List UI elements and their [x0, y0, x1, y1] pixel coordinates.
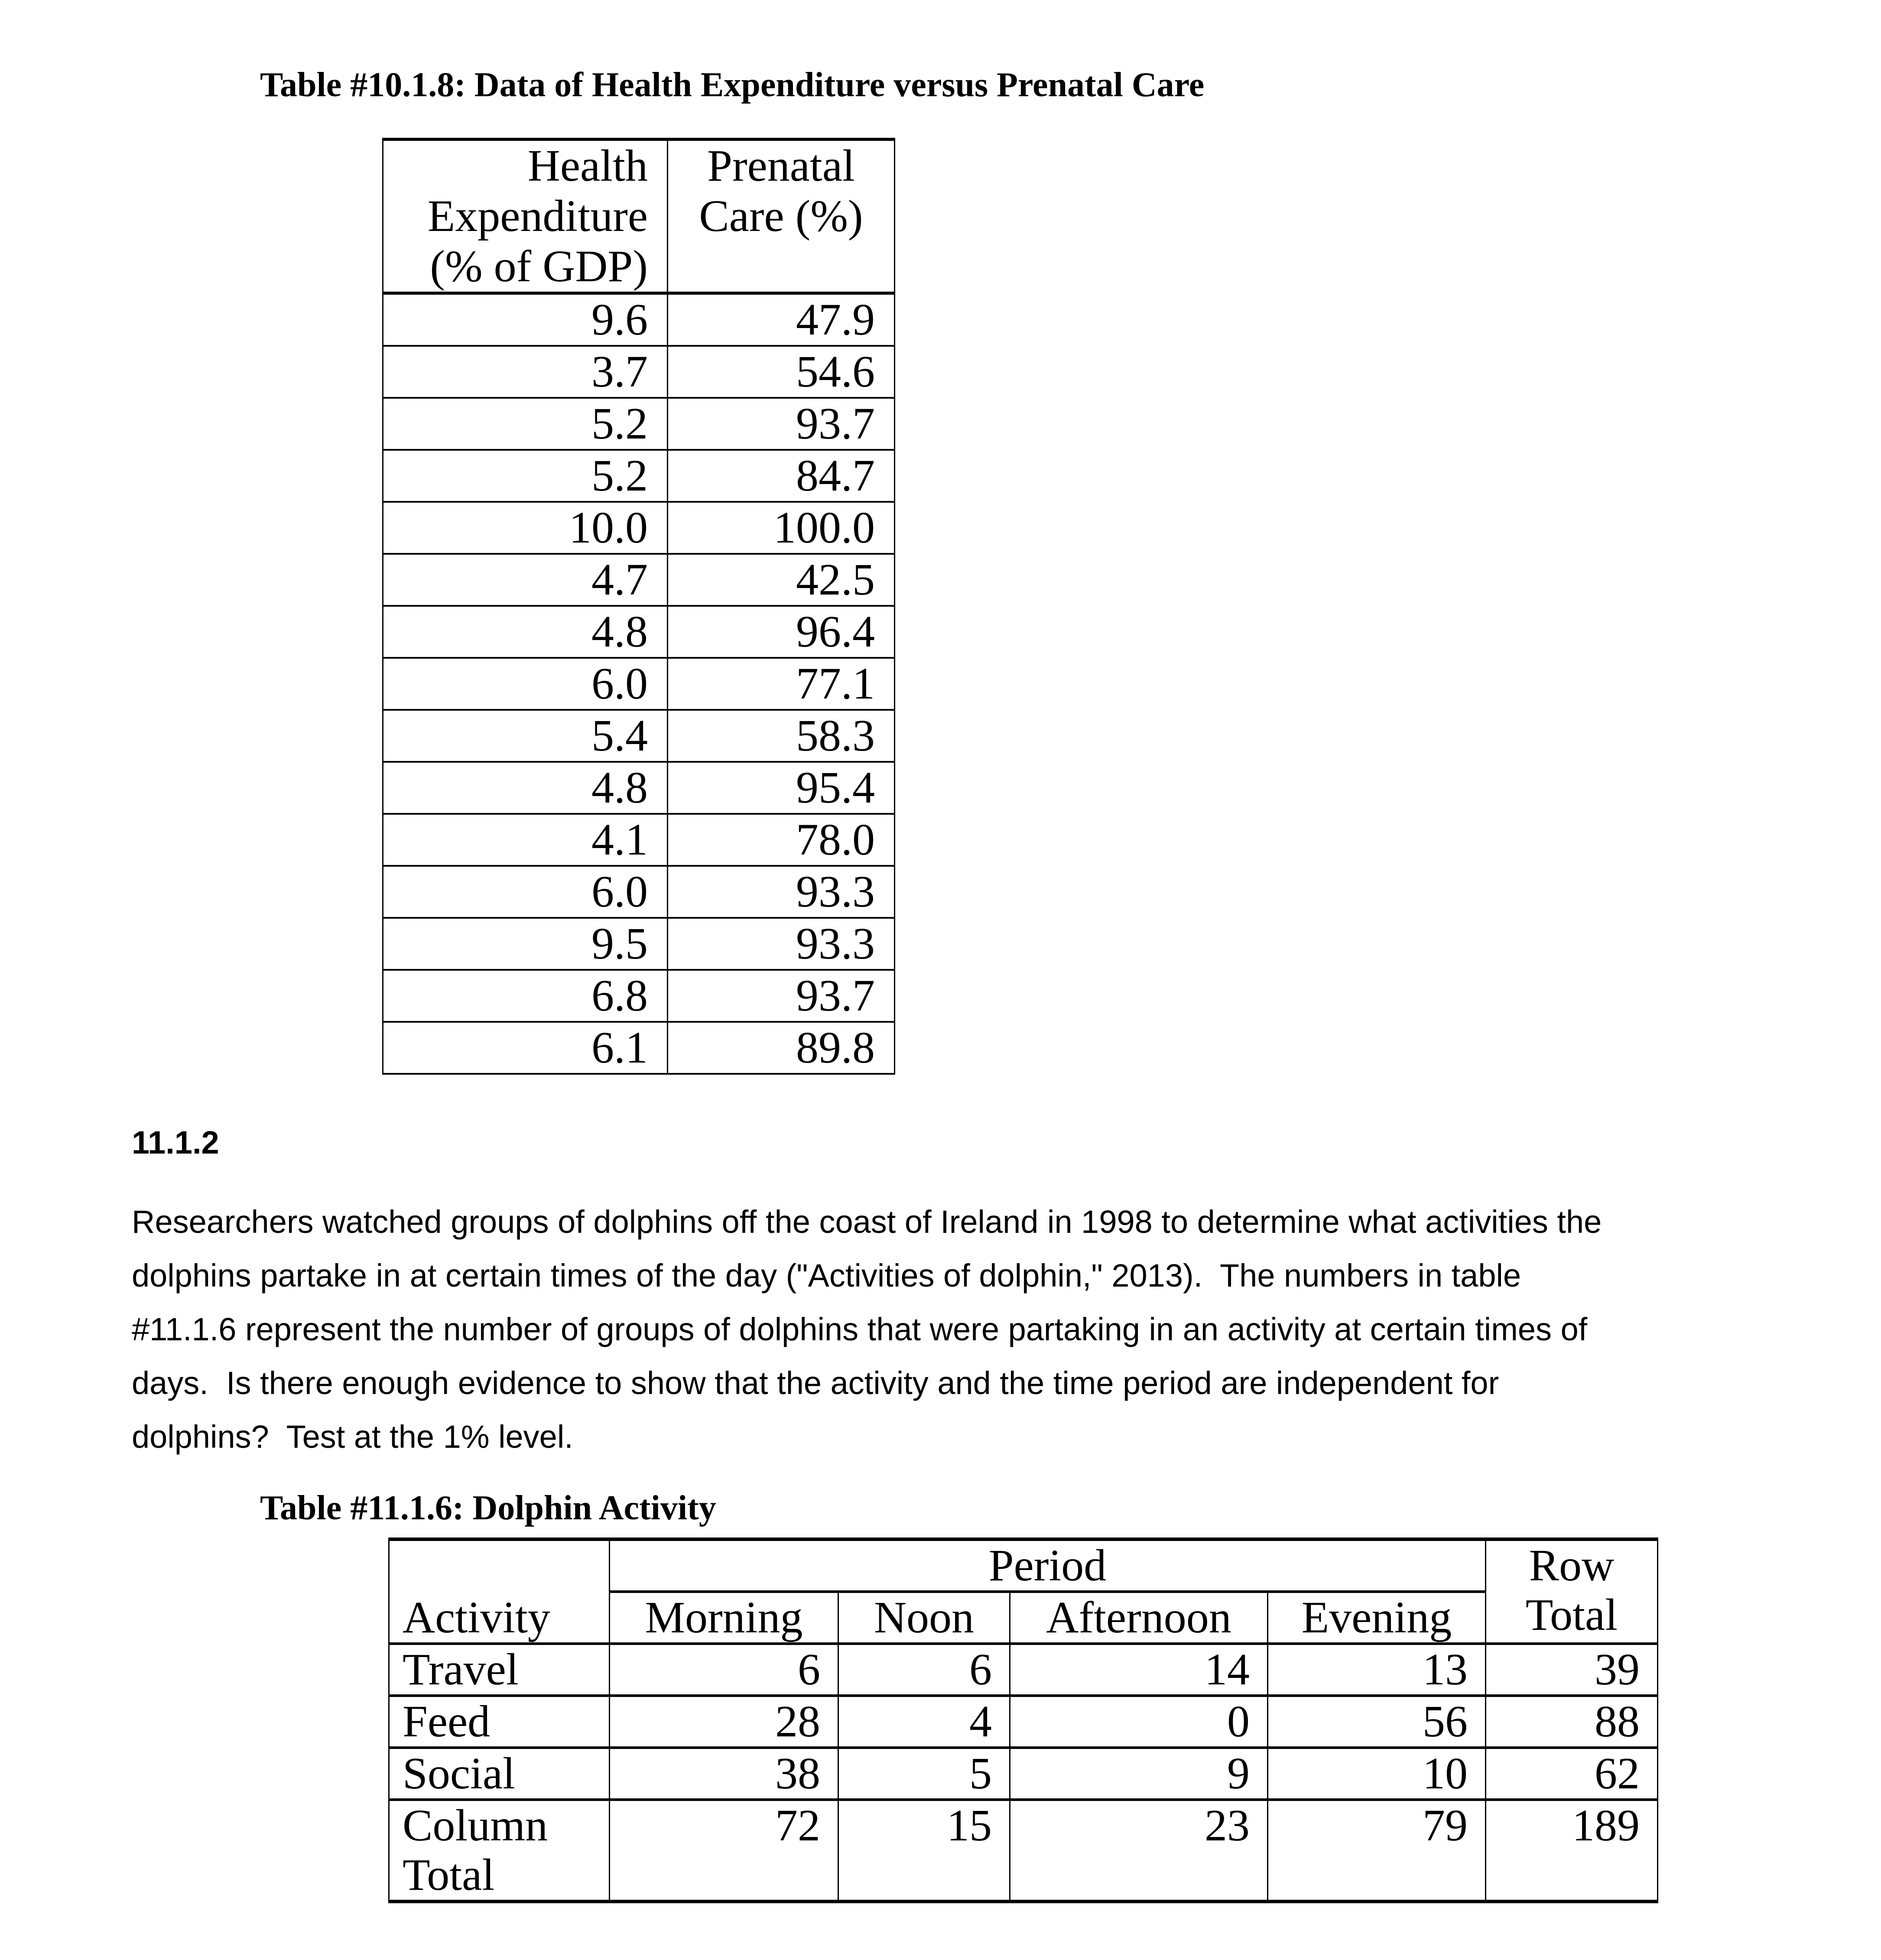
section-heading: 11.1.2: [132, 1125, 219, 1160]
value-cell: 13: [1267, 1643, 1486, 1697]
table2-header-evening: Evening: [1267, 1591, 1486, 1645]
table2-header-noon: Noon: [838, 1591, 1010, 1645]
paragraph-line: Researchers watched groups of dolphins o…: [132, 1204, 1602, 1240]
prenatal-cell: 47.9: [667, 293, 895, 347]
value-cell: 38: [609, 1747, 839, 1801]
table-row: 4.1 78.0: [382, 814, 895, 867]
activity-label-cell: Feed: [388, 1695, 610, 1749]
dolphin-activity-table: Activity Period Row Total Morning Noon A…: [388, 1537, 1658, 1903]
paragraph-line: #11.1.6 represent the number of groups o…: [132, 1311, 1588, 1347]
expenditure-cell: 10.0: [382, 502, 668, 555]
table1-header-prenatal: Prenatal Care (%): [667, 139, 895, 295]
expenditure-cell: 9.5: [382, 918, 668, 971]
table-row: 9.5 93.3: [382, 918, 895, 971]
activity-label-cell: Travel: [388, 1643, 610, 1697]
value-cell: 4: [838, 1695, 1010, 1749]
table-row: 6.8 93.7: [382, 970, 895, 1023]
expenditure-cell: 9.6: [382, 293, 668, 347]
table2-row-total-header: Row Total: [1485, 1538, 1658, 1645]
value-cell: 72: [609, 1799, 839, 1903]
prenatal-cell: 54.6: [667, 346, 895, 399]
table2-period-header: Period: [609, 1538, 1486, 1593]
prenatal-cell: 89.8: [667, 1022, 895, 1075]
grand-total-cell: 189: [1485, 1799, 1658, 1903]
expenditure-cell: 4.8: [382, 762, 668, 815]
table2-header-morning: Morning: [609, 1591, 839, 1645]
table2-period-header-row: Activity Period Row Total: [388, 1538, 1658, 1645]
table-row: 6.0 77.1: [382, 658, 895, 711]
expenditure-cell: 6.0: [382, 658, 668, 711]
expenditure-cell: 4.8: [382, 606, 668, 659]
table-row: Social 38 5 9 10 62: [388, 1747, 1658, 1801]
table-row: Travel 6 6 14 13 39: [388, 1643, 1658, 1697]
table-row: Column Total 72 15 23 79 189: [388, 1799, 1658, 1903]
activity-label-cell: Social: [388, 1747, 610, 1801]
table-row: 6.1 89.8: [382, 1022, 895, 1075]
value-cell: 6: [838, 1643, 1010, 1697]
table-row: 9.6 47.9: [382, 293, 895, 347]
prenatal-cell: 93.3: [667, 918, 895, 971]
value-cell: 6: [609, 1643, 839, 1697]
value-cell: 56: [1267, 1695, 1486, 1749]
expenditure-cell: 4.7: [382, 554, 668, 607]
expenditure-cell: 3.7: [382, 346, 668, 399]
prenatal-cell: 93.7: [667, 970, 895, 1023]
value-cell: 0: [1009, 1695, 1268, 1749]
table-row: 5.4 58.3: [382, 710, 895, 763]
expenditure-cell: 5.2: [382, 398, 668, 451]
expenditure-cell: 5.2: [382, 450, 668, 503]
table-row: 3.7 54.6: [382, 346, 895, 399]
prenatal-cell: 96.4: [667, 606, 895, 659]
prenatal-cell: 95.4: [667, 762, 895, 815]
row-total-cell: 62: [1485, 1747, 1658, 1801]
table2-header-afternoon: Afternoon: [1009, 1591, 1268, 1645]
table-row: 4.7 42.5: [382, 554, 895, 607]
expenditure-cell: 6.0: [382, 866, 668, 919]
table2-activity-header: Activity: [388, 1538, 610, 1645]
expenditure-cell: 6.8: [382, 970, 668, 1023]
table-row: 10.0 100.0: [382, 502, 895, 555]
problem-paragraph: Researchers watched groups of dolphins o…: [132, 1195, 1602, 1464]
expenditure-cell: 4.1: [382, 814, 668, 867]
table1-header-expenditure: Health Expenditure (% of GDP): [382, 139, 668, 295]
table-row: Feed 28 4 0 56 88: [388, 1695, 1658, 1749]
expenditure-cell: 6.1: [382, 1022, 668, 1075]
table1-title: Table #10.1.8: Data of Health Expenditur…: [260, 66, 1205, 104]
expenditure-cell: 5.4: [382, 710, 668, 763]
value-cell: 15: [838, 1799, 1010, 1903]
prenatal-cell: 77.1: [667, 658, 895, 711]
value-cell: 5: [838, 1747, 1010, 1801]
prenatal-cell: 58.3: [667, 710, 895, 763]
row-total-cell: 88: [1485, 1695, 1658, 1749]
paragraph-line: dolphins? Test at the 1% level.: [132, 1419, 573, 1455]
value-cell: 10: [1267, 1747, 1486, 1801]
value-cell: 79: [1267, 1799, 1486, 1903]
table-row: 5.2 93.7: [382, 398, 895, 451]
prenatal-cell: 84.7: [667, 450, 895, 503]
paragraph-line: dolphins partake in at certain times of …: [132, 1258, 1521, 1294]
prenatal-cell: 93.7: [667, 398, 895, 451]
paragraph-line: days. Is there enough evidence to show t…: [132, 1365, 1499, 1401]
prenatal-cell: 78.0: [667, 814, 895, 867]
prenatal-cell: 42.5: [667, 554, 895, 607]
prenatal-cell: 93.3: [667, 866, 895, 919]
value-cell: 9: [1009, 1747, 1268, 1801]
table2-title: Table #11.1.6: Dolphin Activity: [260, 1489, 716, 1527]
row-total-cell: 39: [1485, 1643, 1658, 1697]
value-cell: 14: [1009, 1643, 1268, 1697]
value-cell: 28: [609, 1695, 839, 1749]
prenatal-cell: 100.0: [667, 502, 895, 555]
table-row: 5.2 84.7: [382, 450, 895, 503]
value-cell: 23: [1009, 1799, 1268, 1903]
table1-header-row: Health Expenditure (% of GDP) Prenatal C…: [382, 139, 895, 295]
table-row: 4.8 95.4: [382, 762, 895, 815]
column-total-label-cell: Column Total: [388, 1799, 610, 1903]
table-row: 6.0 93.3: [382, 866, 895, 919]
health-expenditure-table: Health Expenditure (% of GDP) Prenatal C…: [382, 138, 895, 1075]
table2-column-header-row: Morning Noon Afternoon Evening: [389, 1591, 1658, 1645]
table-row: 4.8 96.4: [382, 606, 895, 659]
